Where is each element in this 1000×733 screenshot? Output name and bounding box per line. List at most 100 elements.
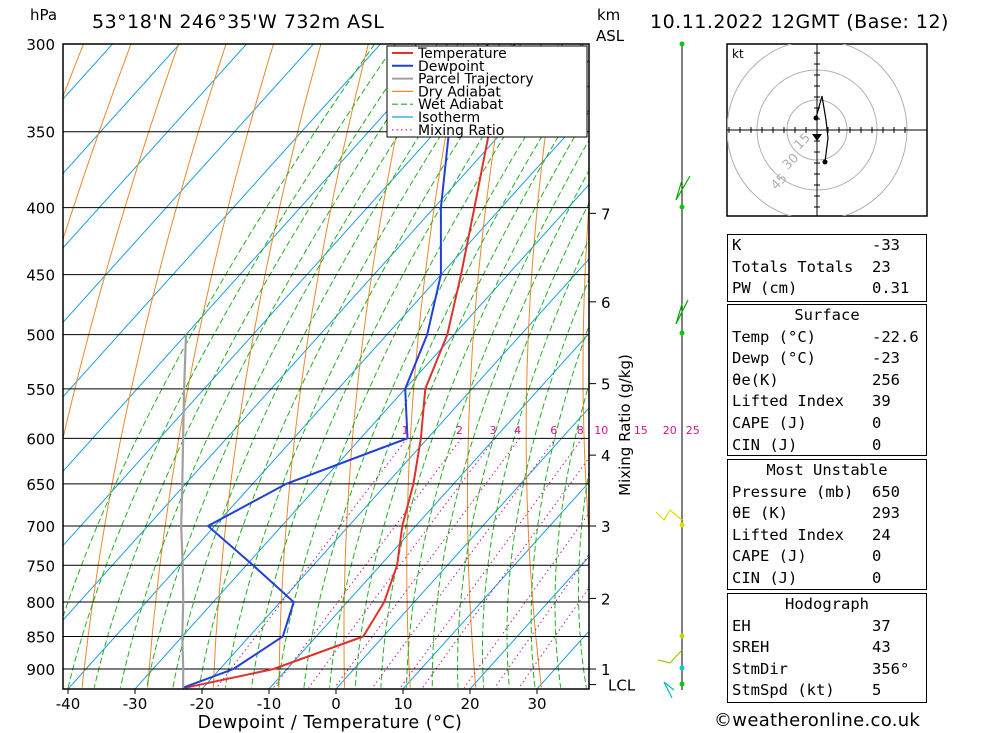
pressure-tick-label: 650: [26, 476, 55, 494]
wind-level-dot: [679, 204, 685, 210]
hodograph-point: [822, 159, 828, 165]
datetime-title: 10.11.2022 12GMT (Base: 12): [650, 11, 949, 33]
pressure-tick-label: 550: [26, 381, 55, 399]
mixing-ratio-label: 10: [594, 424, 608, 437]
table-row-value: 0: [872, 568, 882, 587]
temperature-line: [185, 44, 516, 689]
isotherm-line: [335, 407, 589, 689]
table-row-key: StmDir: [732, 659, 788, 678]
table-row-key: Lifted Index: [732, 392, 844, 411]
table-row: CIN (J) 0: [728, 568, 926, 590]
dry-adiabat-line: [212, 44, 322, 688]
mixing-ratio-line: [216, 437, 408, 689]
mixing-ratio-line: [273, 437, 462, 688]
credit-link[interactable]: ©weatheronline.co.uk: [714, 710, 921, 731]
mixing-ratio-line: [334, 438, 521, 688]
table-row-value: -22.6: [872, 327, 919, 346]
table-row-value: 650: [872, 482, 900, 501]
table-row-key: StmSpd (kt): [732, 681, 835, 700]
legend-label: Mixing Ratio: [418, 123, 504, 139]
table-row: K -33: [728, 235, 926, 257]
table-row-key: PW (cm): [732, 279, 798, 298]
mixing-ratio-line: [399, 438, 583, 688]
table-row: PW (cm) 0.31: [728, 278, 926, 300]
wet-adiabat-line: [554, 382, 589, 688]
legend-label: Isotherm: [418, 110, 480, 126]
table-row-value: 5: [872, 681, 882, 700]
table-row-key: CAPE (J): [732, 413, 807, 432]
wind-barb: [663, 681, 675, 699]
dry-adiabat-line: [147, 44, 274, 688]
isotherm-line: [67, 109, 589, 689]
table-row-value: -33: [872, 236, 900, 254]
table-row-key: SREH: [732, 638, 770, 657]
table-row: StmSpd (kt) 5: [728, 680, 926, 702]
hodograph-unit-label: kt: [732, 47, 744, 61]
wet-adiabat-line: [198, 44, 501, 688]
table-row: EH 37: [728, 616, 926, 638]
table-row-key: Dewp (°C): [732, 349, 816, 368]
wet-adiabat-line: [63, 44, 375, 619]
km-tick-label: 6: [601, 294, 611, 312]
temp-tick-label: 0: [331, 695, 341, 713]
table-row: θe(K) 256: [728, 370, 926, 392]
table-row-value: 43: [872, 638, 891, 657]
temp-tick-label: -10: [257, 695, 282, 713]
table-row: Lifted Index 24: [728, 525, 926, 547]
dry-adiabat-line: [63, 44, 132, 241]
mixing-ratio-axis-title: Mixing Ratio (g/kg): [616, 354, 634, 496]
location-title: 53°18'N 246°35'W 732m ASL: [92, 11, 385, 33]
wet-adiabat-line: [67, 44, 396, 688]
table-row-value: 356°: [872, 659, 910, 678]
legend-label: Dewpoint: [418, 59, 485, 75]
wet-adiabat-line: [119, 44, 438, 688]
pressure-unit-label: hPa: [30, 6, 58, 24]
dry-adiabat-line: [938, 44, 1000, 688]
table-row-value: 256: [872, 370, 900, 389]
mixing-ratio-label: 6: [550, 424, 557, 437]
table-row-value: 0: [872, 547, 882, 566]
hodograph-table: Hodograph EH 37 SREH 43 StmDir 356° StmSpd (kt…: [727, 593, 927, 703]
wind-level-dot: [679, 633, 685, 639]
table-row: CAPE (J) 0: [728, 413, 926, 435]
mixing-ratio-label: 15: [634, 424, 648, 437]
table-row-value: 37: [872, 616, 891, 635]
table-row: CAPE (J) 0: [728, 546, 926, 568]
wet-adiabat-line: [329, 58, 589, 688]
temp-tick-label: -30: [123, 695, 148, 713]
table-row: CIN (J) 0: [728, 435, 926, 457]
wind-barb: [675, 175, 691, 201]
wet-adiabat-line: [277, 44, 564, 688]
legend-box: [386, 45, 588, 138]
table-row: Totals Totals 23: [728, 257, 926, 279]
pressure-tick-label: 700: [26, 518, 55, 536]
km-tick-label: LCL: [608, 677, 636, 695]
wet-adiabat-line: [224, 44, 522, 688]
table-row-key: EH: [732, 616, 751, 635]
km-unit-label: km: [597, 6, 621, 24]
isotherm-line: [63, 44, 180, 175]
isotherm-line: [201, 258, 589, 689]
km-tick-label: 7: [601, 205, 611, 223]
wind-level-dot: [679, 665, 685, 671]
parcel-trajectory-line: [180, 334, 188, 688]
dewpoint-line: [182, 44, 489, 689]
table-row-value: 293: [872, 504, 900, 523]
pressure-tick-label: 500: [26, 327, 55, 345]
storm-motion-marker: [812, 134, 822, 141]
km-tick-label: 5: [601, 376, 611, 394]
pressure-tick-label: 600: [26, 430, 55, 448]
table-row-key: CIN (J): [732, 568, 798, 587]
dry-adiabat-line: [525, 44, 559, 688]
dry-adiabat-line: [278, 44, 369, 688]
dry-adiabat-line: [81, 44, 227, 688]
isotherm-line: [134, 183, 589, 689]
temp-tick-label: -40: [56, 695, 81, 713]
table-row-key: Pressure (mb): [732, 482, 854, 501]
wet-adiabat-line: [251, 44, 543, 688]
legend-label: Wet Adiabat: [418, 97, 504, 113]
table-row-key: CIN (J): [732, 435, 798, 454]
most-unstable-title: Most Unstable: [766, 461, 888, 479]
wind-level-dot: [679, 330, 685, 336]
